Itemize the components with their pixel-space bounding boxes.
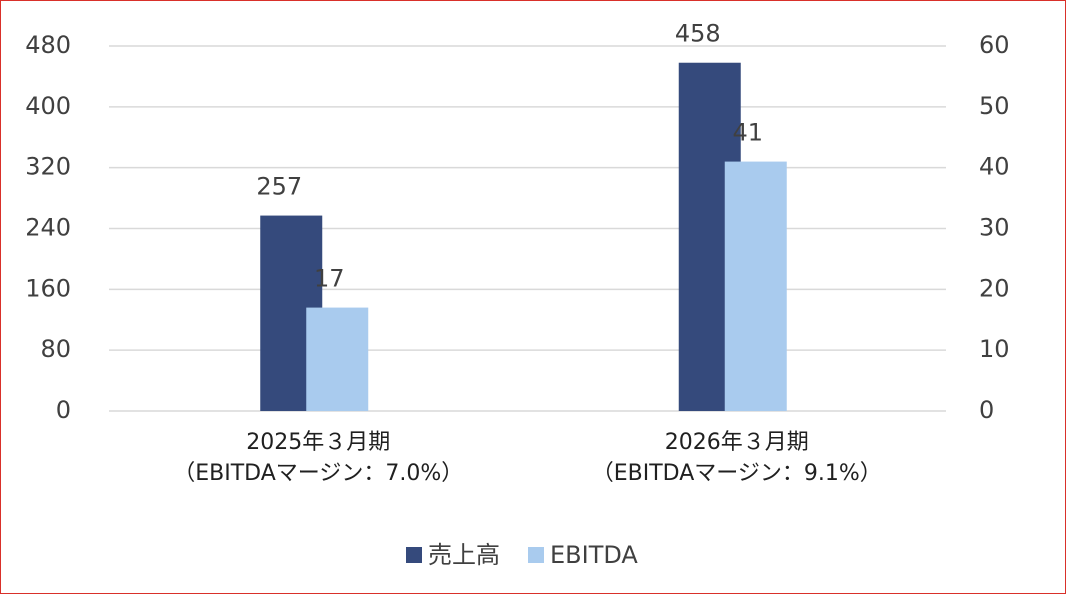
y-tick-label: 160 [25,274,71,302]
y2-tick-label: 30 [979,214,1010,242]
data-label: 41 [732,119,763,147]
y-tick-label: 320 [25,153,71,181]
y-tick-label: 480 [25,31,71,59]
y2-tick-label: 20 [979,274,1010,302]
bar [724,161,787,411]
legend-swatch [528,547,544,563]
y-tick-label: 0 [56,396,71,424]
legend-label: EBITDA [550,541,638,569]
legend-swatch [406,547,422,563]
data-label: 17 [314,265,345,293]
y-tick-label: 400 [25,92,71,120]
x-tick-label: 2025年３月期 （EBITDAマージン：7.0%） [173,430,464,486]
y-tick-label: 240 [25,214,71,242]
y-tick-label: 80 [40,335,71,363]
y2-tick-label: 60 [979,31,1010,59]
y2-tick-label: 10 [979,335,1010,363]
y2-tick-label: 0 [979,396,994,424]
y2-tick-label: 50 [979,92,1010,120]
bar [306,307,369,411]
x-tick-label: 2026年３月期 （EBITDAマージン：9.1%） [591,430,882,486]
legend-label: 売上高 [428,541,500,569]
data-label: 257 [256,173,302,201]
y2-tick-label: 40 [979,153,1010,181]
data-label: 458 [675,20,721,48]
